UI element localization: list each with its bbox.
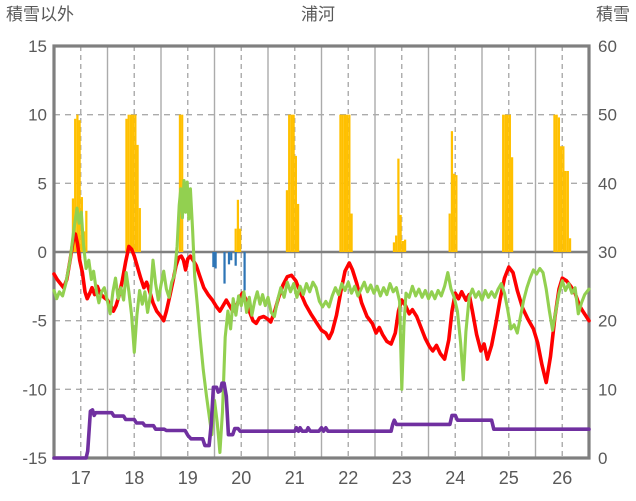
green-line-series <box>52 179 591 455</box>
right-axis-caption: 積雪 <box>596 5 630 24</box>
svg-text:24: 24 <box>445 468 465 488</box>
svg-text:10: 10 <box>28 106 47 125</box>
svg-text:0: 0 <box>38 243 47 262</box>
red-line-series <box>52 232 591 385</box>
svg-text:26: 26 <box>552 468 572 488</box>
svg-text:40: 40 <box>598 174 617 193</box>
svg-text:-15: -15 <box>22 449 47 468</box>
svg-text:0: 0 <box>598 449 607 468</box>
gridlines <box>54 46 589 458</box>
purple-snow-line-series <box>52 381 591 460</box>
svg-text:19: 19 <box>178 468 198 488</box>
svg-text:23: 23 <box>392 468 412 488</box>
svg-text:50: 50 <box>598 106 617 125</box>
page-title: 浦河 <box>301 5 335 24</box>
svg-text:10: 10 <box>598 380 617 399</box>
svg-text:25: 25 <box>499 468 519 488</box>
svg-text:17: 17 <box>71 468 91 488</box>
left-axis-caption: 積雪以外 <box>6 5 74 24</box>
svg-text:18: 18 <box>124 468 144 488</box>
precip-bars-series <box>212 252 246 291</box>
svg-text:22: 22 <box>338 468 358 488</box>
svg-text:-5: -5 <box>32 312 47 331</box>
right-axis-tick-labels: 60 50 40 30 20 10 0 <box>598 37 617 468</box>
svg-text:5: 5 <box>38 174 47 193</box>
svg-text:20: 20 <box>231 468 251 488</box>
plot-border <box>52 44 591 460</box>
x-axis-tick-labels: 17 18 19 20 21 22 23 24 25 26 <box>71 468 573 488</box>
svg-text:60: 60 <box>598 37 617 56</box>
svg-text:20: 20 <box>598 312 617 331</box>
sunshine-bars-series <box>71 114 572 253</box>
svg-text:30: 30 <box>598 243 617 262</box>
svg-text:-10: -10 <box>22 380 47 399</box>
svg-text:15: 15 <box>28 37 47 56</box>
svg-text:21: 21 <box>285 468 305 488</box>
left-axis-tick-labels: 15 10 5 0 -5 -10 -15 <box>22 37 47 468</box>
